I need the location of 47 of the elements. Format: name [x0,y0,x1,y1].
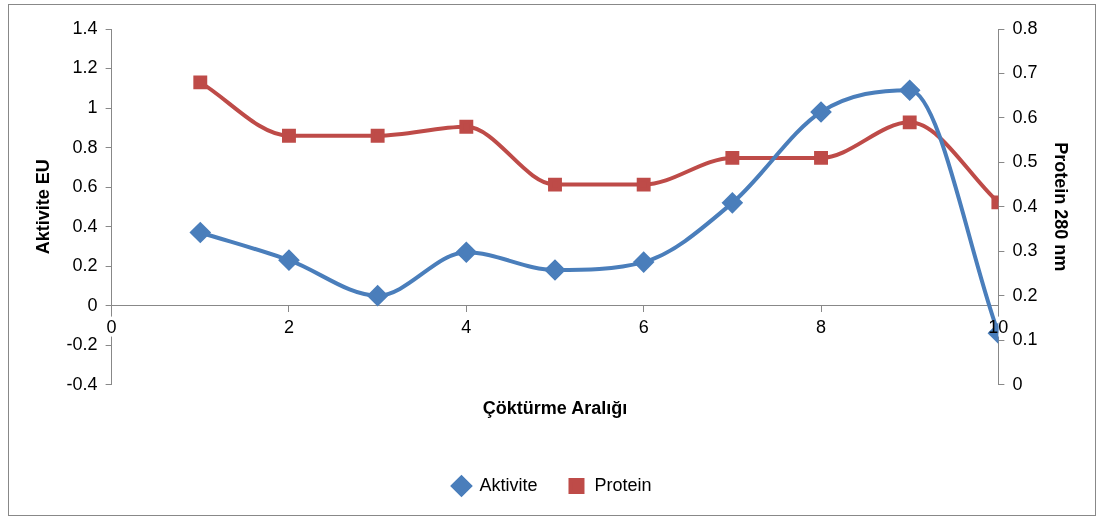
point [811,101,832,122]
point [636,177,651,192]
y-tick-label: 0.2 [72,255,98,276]
point [722,192,743,213]
y2-tick-label: 0.7 [1012,62,1038,83]
y2-tick-label: 0 [1012,373,1023,394]
point [725,150,740,165]
point [456,242,477,263]
x-tick-label: 8 [816,316,827,337]
y2-tick-label: 0.3 [1012,240,1038,261]
x-tick-label: 0 [106,316,117,337]
y2-tick-label: 0.2 [1012,284,1038,305]
y-tick-label: 0.4 [72,215,98,236]
y-tick-label: 1 [87,96,98,117]
point [548,177,562,192]
y2-tick-label: 0.4 [1012,195,1038,216]
y-tick-label: 1.2 [72,57,98,78]
point [367,285,388,306]
x-tick-label: 6 [638,316,649,337]
point [899,80,920,101]
point [814,150,828,165]
y-tick-label: 0 [87,294,98,315]
point [545,260,565,281]
point [633,252,654,273]
x-tick-label: 2 [283,316,294,337]
y2-tick-label: 0.6 [1012,106,1038,127]
y2-tick-label: 0.1 [1012,329,1038,350]
y2-tick-label: 0.8 [1012,17,1038,38]
y2-axis-title: Protein 280 nm [1051,142,1072,272]
y-tick-label: 0.8 [72,136,98,157]
y-tick-label: -0.4 [66,373,98,394]
y2-tick-label: 0.5 [1012,151,1038,172]
y-tick-label: -0.2 [66,334,98,355]
legend-label: Protein [594,474,652,495]
point [193,75,208,90]
y-axis-title: Aktivite EU [32,159,53,255]
y-tick-label: 0.6 [72,176,98,197]
point [190,222,211,243]
point [370,128,385,143]
x-tick-label: 4 [461,316,472,337]
y-tick-label: 1.4 [72,17,98,38]
point [902,115,917,130]
point [278,250,299,271]
point [282,128,296,143]
point [459,119,474,134]
legend-label: Aktivite [479,474,538,495]
x-axis-title: Çöktürme Aralığı [482,397,628,418]
